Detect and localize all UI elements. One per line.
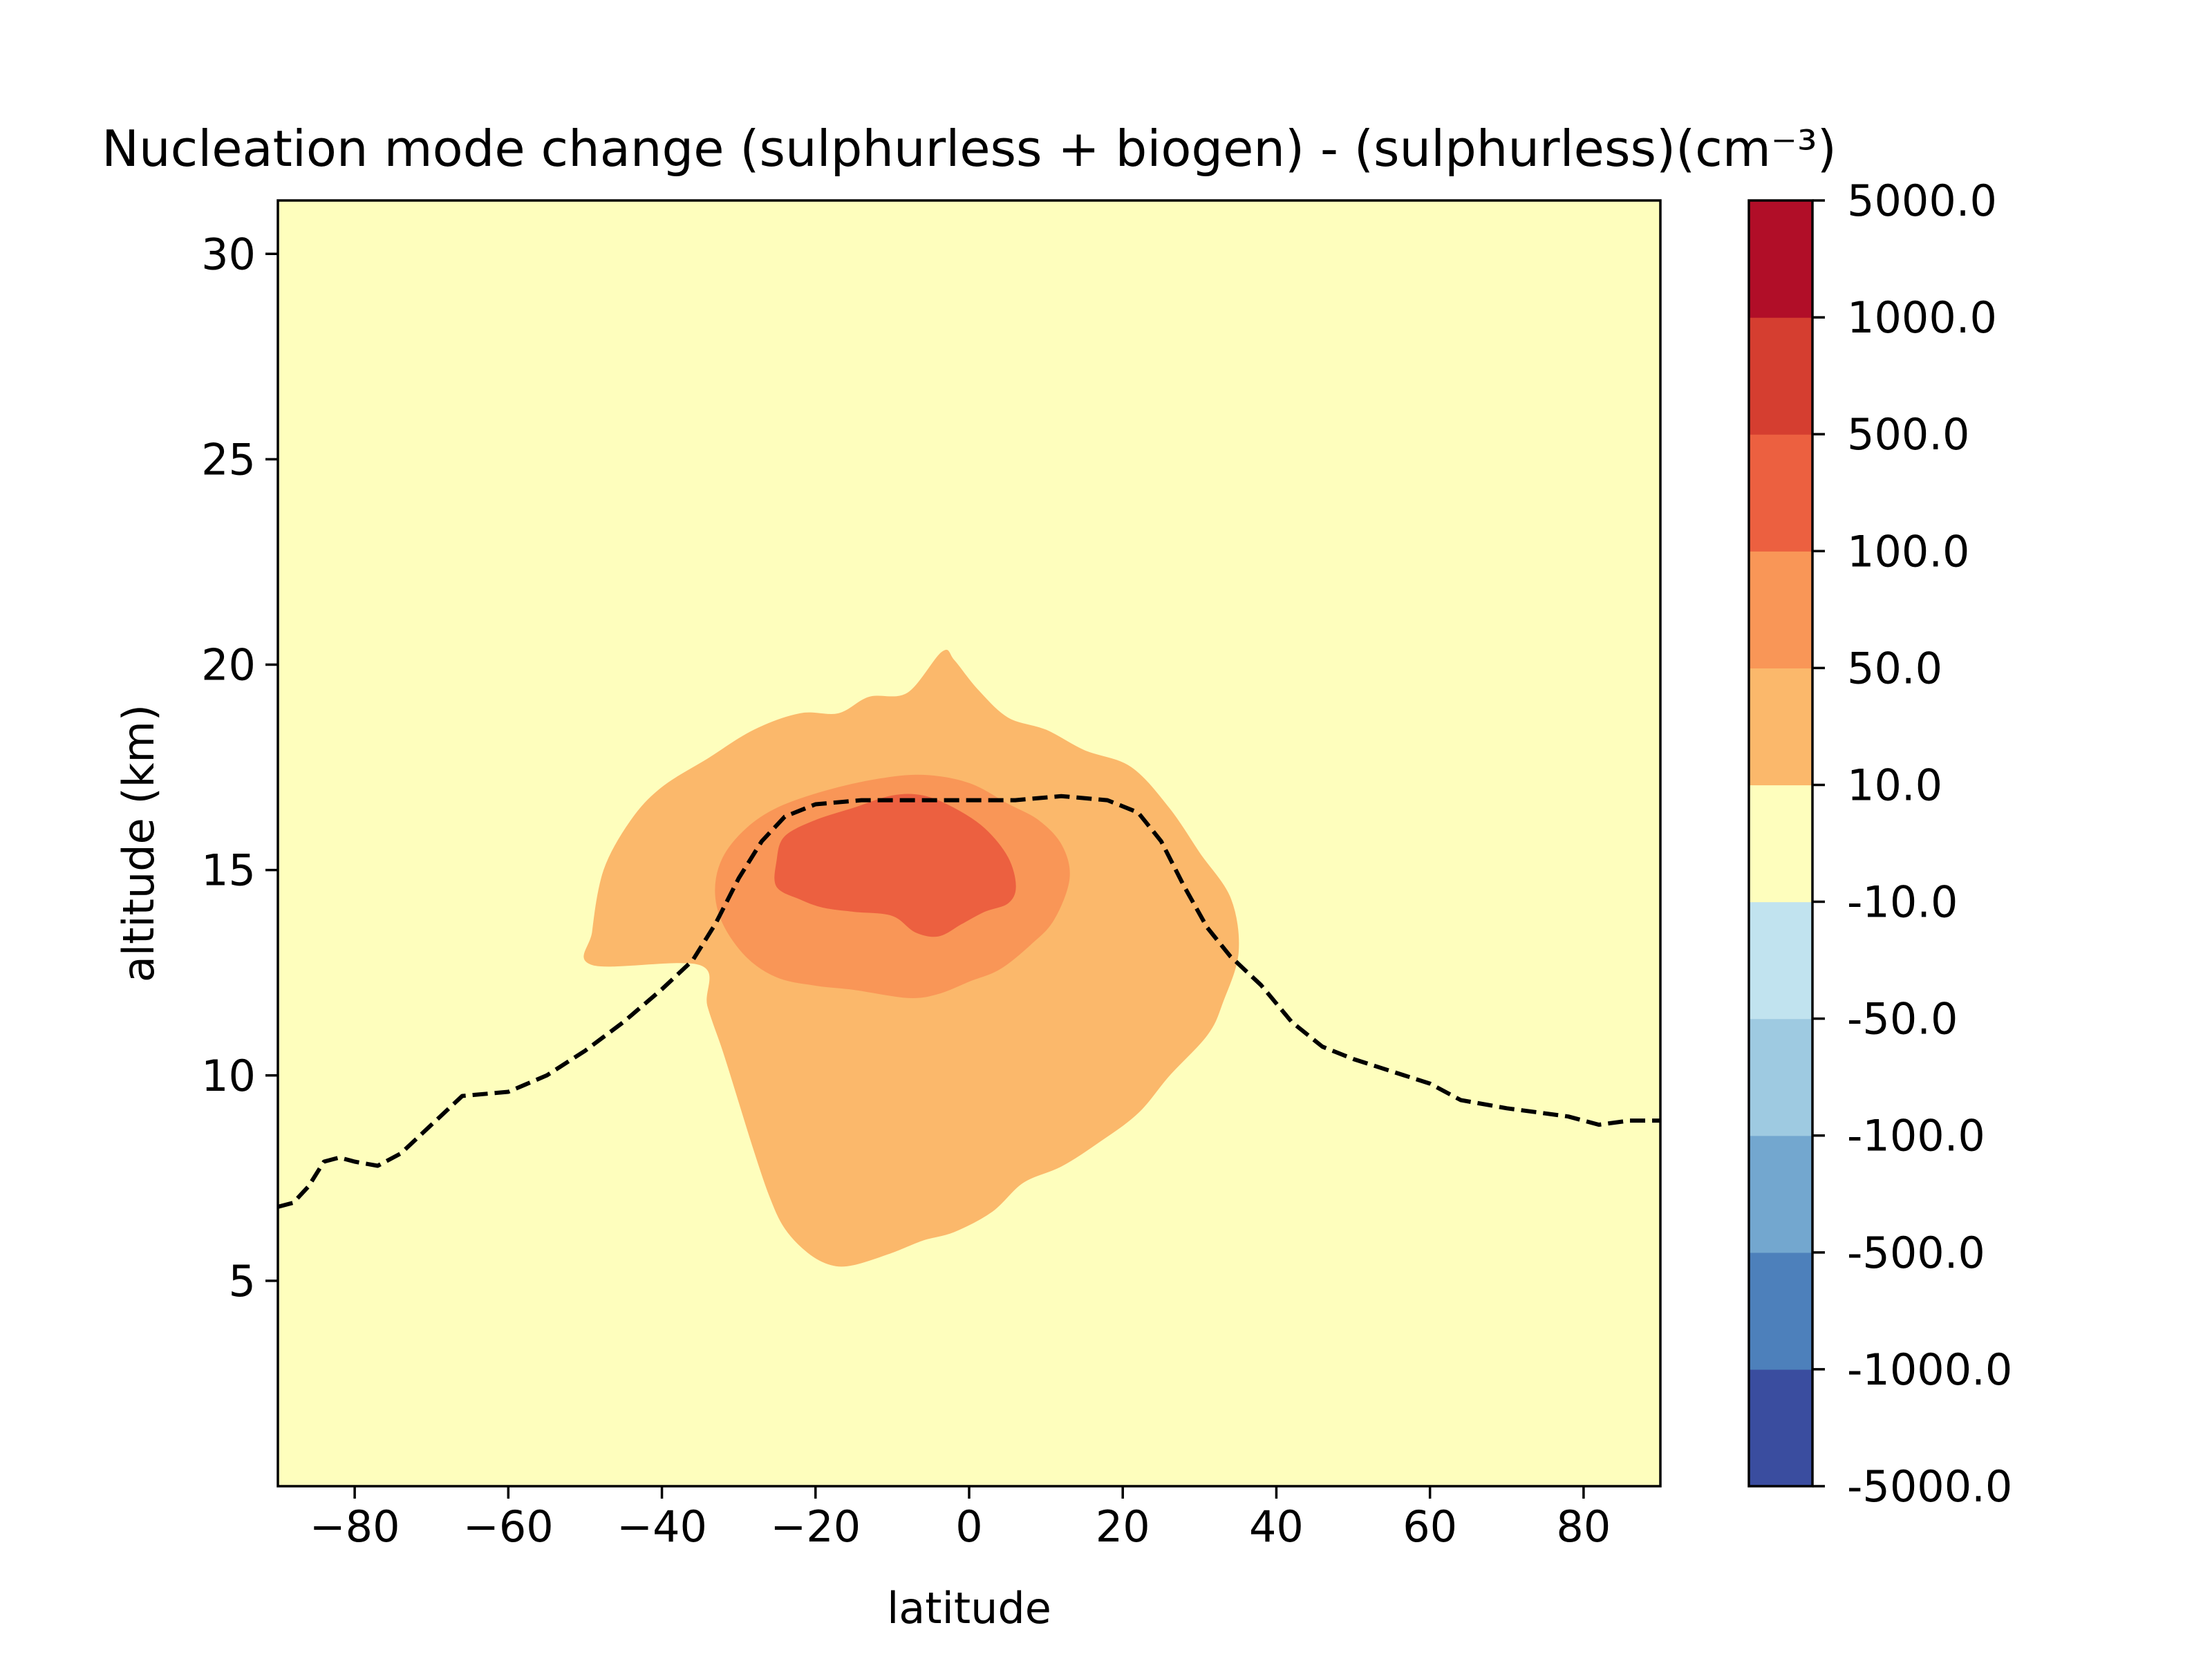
y-tick-label: 10 [201, 1051, 256, 1101]
y-tick-label: 15 [201, 845, 256, 896]
colorbar-tick-label: -50.0 [1847, 994, 1958, 1044]
colorbar-tick-label: 500.0 [1847, 409, 1970, 460]
colorbar-tick-label: -5000.0 [1847, 1461, 2012, 1512]
colorbar-tick-label: -10.0 [1847, 877, 1958, 928]
y-tick-label: 30 [201, 229, 256, 279]
colorbar-bin [1749, 1252, 1812, 1370]
x-axis: −80 −60 −40 −20 0 20 40 60 80 [310, 1486, 1611, 1552]
x-axis-label: latitude [887, 1583, 1051, 1633]
colorbar-bin [1749, 317, 1812, 435]
colorbar-tick-label: 50.0 [1847, 643, 1942, 693]
colorbar-bin [1749, 200, 1812, 318]
colorbar-frame [1747, 199, 1814, 1488]
contour-regions [583, 649, 1239, 1267]
tropopause-line [278, 794, 1660, 1209]
colorbar-bin [1749, 551, 1812, 668]
colorbar-tick-label: -100.0 [1847, 1111, 1985, 1161]
contour-region-3 [774, 794, 1016, 937]
x-tick-label: −60 [463, 1501, 554, 1552]
chart-title: Nucleation mode change (sulphurless + bi… [102, 120, 1837, 178]
colorbar-tick-label: -500.0 [1847, 1228, 1985, 1278]
colorbar-bin [1749, 434, 1812, 552]
colorbar-tick-label: 5000.0 [1847, 176, 1997, 226]
y-tick-label: 25 [201, 434, 256, 485]
colorbar-bin [1749, 1369, 1812, 1487]
colorbar-tick-label: 10.0 [1847, 760, 1942, 810]
x-tick-label: −80 [310, 1501, 400, 1552]
x-tick-label: 80 [1556, 1501, 1611, 1552]
colorbar: -5000.0 -1000.0 -500.0 -100.0 -50.0 -10.0 10.0… [1747, 176, 2012, 1512]
colorbar-bin [1749, 785, 1812, 903]
x-tick-label: 40 [1249, 1501, 1304, 1552]
y-tick-label: 20 [201, 640, 256, 691]
colorbar-tick-label: -1000.0 [1847, 1344, 2012, 1395]
x-tick-label: −20 [770, 1501, 861, 1552]
y-axis: 5 10 15 20 25 30 [201, 229, 278, 1306]
colorbar-bin [1749, 901, 1812, 1020]
colorbar-bin [1749, 668, 1812, 786]
colorbar-bin [1749, 1018, 1812, 1136]
colorbar-tick-label: 100.0 [1847, 526, 1970, 577]
x-tick-label: 60 [1403, 1501, 1457, 1552]
colorbar-tick-label: 1000.0 [1847, 292, 1997, 343]
x-tick-label: −40 [617, 1501, 707, 1552]
y-tick-label: 5 [229, 1256, 256, 1306]
colorbar-bin [1749, 1135, 1812, 1253]
x-tick-label: 0 [955, 1501, 982, 1552]
x-tick-label: 20 [1096, 1501, 1150, 1552]
y-axis-label: altitude (km) [113, 704, 164, 982]
